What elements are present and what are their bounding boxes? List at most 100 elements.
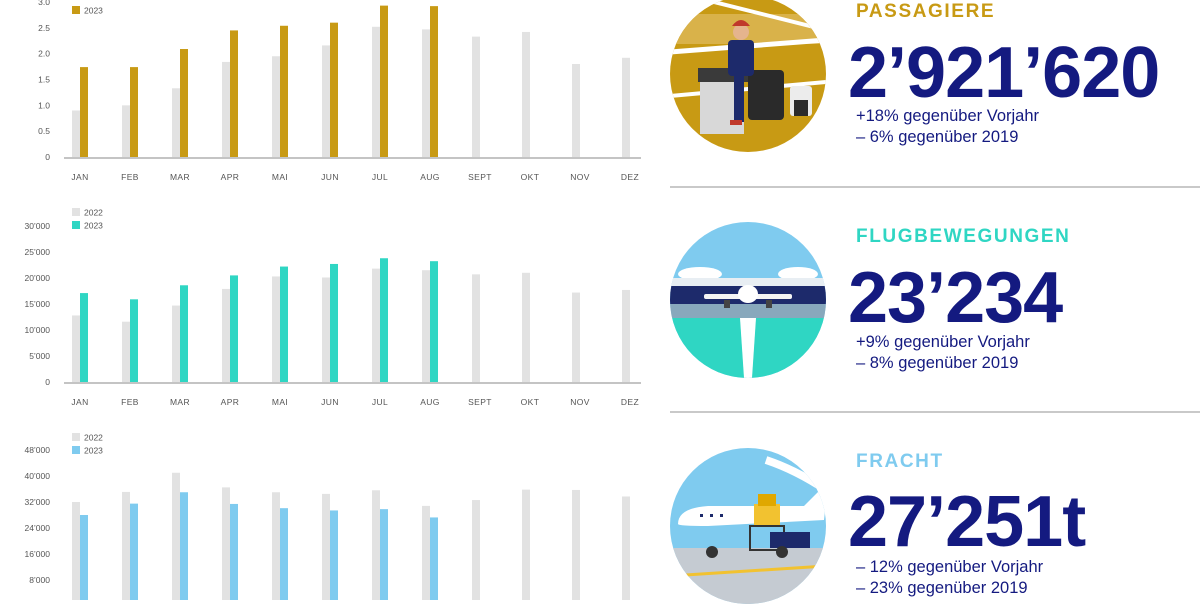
bar-2023-jan xyxy=(80,293,88,382)
bar-2023-jul xyxy=(380,258,388,382)
legend-label-2023: 2023 xyxy=(84,446,103,456)
bar-2022-aug xyxy=(422,270,430,382)
x-tick-label-mai: MAI xyxy=(272,172,288,182)
section-divider-1 xyxy=(670,186,1200,188)
bar-2023-feb xyxy=(130,503,138,600)
x-tick-label-jan: JAN xyxy=(71,172,88,182)
stat-change-prev-year-flugbewegungen: +9% gegenüber Vorjahr xyxy=(856,333,1030,351)
bar-2023-mai xyxy=(280,25,288,158)
bar-2023-jun xyxy=(330,22,338,157)
bar-2023-feb xyxy=(130,67,138,157)
bar-2022-okt xyxy=(522,31,530,157)
bar-2023-aug xyxy=(430,6,438,158)
chart-1: 0 0.5 1.0 1.5 2.0 2.5 3.0 JAN FEB MAR APR MAI JUN JUL… xyxy=(38,0,641,182)
y-tick-label: 30’000 xyxy=(24,221,50,231)
bar-2022-apr xyxy=(222,288,230,382)
x-tick-label-nov: NOV xyxy=(570,397,590,407)
y-tick-label: 16’000 xyxy=(24,549,50,559)
bar-2023-jan xyxy=(80,67,88,157)
section-divider-2 xyxy=(670,411,1200,413)
y-tick-label: 2.0 xyxy=(38,49,50,59)
x-tick-label-jun: JUN xyxy=(321,172,339,182)
stat-label-fracht: FRACHT xyxy=(856,451,944,472)
bar-2022-mai xyxy=(272,276,280,382)
x-tick-label-mar: MAR xyxy=(170,397,190,407)
bar-2022-aug xyxy=(422,505,430,600)
y-tick-label: 20’000 xyxy=(24,273,50,283)
x-tick-label-mar: MAR xyxy=(170,172,190,182)
y-tick-label: 10’000 xyxy=(24,325,50,335)
stat-change-2019-passagiere: – 6% gegenüber 2019 xyxy=(856,128,1019,146)
bar-2022-apr xyxy=(222,487,230,600)
x-tick-label-aug: AUG xyxy=(420,397,440,407)
x-tick-label-sept: SEPT xyxy=(468,397,492,407)
chart-3: 8’00016’00024’00032’00040’00048’000JANFE… xyxy=(24,433,630,600)
charts-area: 0 0.5 1.0 1.5 2.0 2.5 3.0 JAN FEB MAR APR MAI JUN JUL… xyxy=(24,0,641,600)
x-tick-label-sept: SEPT xyxy=(468,172,492,182)
y-tick-label: 48’000 xyxy=(24,445,50,455)
legend-swatch-2023 xyxy=(72,446,80,454)
y-tick-label: 1.5 xyxy=(38,75,50,85)
bar-2022-jul xyxy=(372,268,380,382)
x-tick-label-jul: JUL xyxy=(372,397,388,407)
bar-2022-feb xyxy=(122,105,130,157)
bar-2023-jun xyxy=(330,510,338,600)
bar-2022-nov xyxy=(572,64,580,157)
x-tick-label-okt: OKT xyxy=(521,397,540,407)
bar-2023-mai xyxy=(280,508,288,600)
y-tick-label: 0 xyxy=(45,152,50,162)
bar-2023-mar xyxy=(180,285,188,382)
stat-change-2019-fracht: – 23% gegenüber 2019 xyxy=(856,579,1028,597)
x-tick-label-okt: OKT xyxy=(521,172,540,182)
bar-2023-mar xyxy=(180,492,188,600)
bar-2023-jul xyxy=(380,509,388,600)
bar-2023-apr xyxy=(230,503,238,600)
bar-2022-okt xyxy=(522,272,530,382)
chart-2: 0 5’000 10’000 15’000 20’000 25’000 30’000 JAN F… xyxy=(24,208,641,407)
legend-swatch-2022 xyxy=(72,433,80,441)
bar-2022-jun xyxy=(322,277,330,382)
bar-2022-feb xyxy=(122,491,130,600)
bar-2022-dez xyxy=(622,57,630,157)
y-tick-label: 40’000 xyxy=(24,471,50,481)
stat-label-flugbewegungen: FLUGBEWEGUNGEN xyxy=(856,226,1071,247)
cargo-loading-illustration xyxy=(670,448,826,604)
bar-2023-jun xyxy=(330,263,338,382)
bar-2022-jul xyxy=(372,490,380,600)
bar-2023-mar xyxy=(180,49,188,158)
x-tick-label-aug: AUG xyxy=(420,172,440,182)
x-tick-label-jul: JUL xyxy=(372,172,388,182)
bar-2022-mar xyxy=(172,305,180,382)
bar-2022-sept xyxy=(472,36,480,157)
x-tick-label-feb: FEB xyxy=(121,172,139,182)
bar-2022-aug xyxy=(422,29,430,158)
x-tick-label-nov: NOV xyxy=(570,172,590,182)
bar-2022-dez xyxy=(622,289,630,382)
legend-swatch-2023 xyxy=(72,6,80,14)
bar-2022-jan xyxy=(72,110,80,157)
bar-2023-feb xyxy=(130,299,138,382)
stat-label-passagiere: PASSAGIERE xyxy=(856,1,996,22)
y-tick-label: 8’000 xyxy=(29,575,50,585)
legend-swatch-2023 xyxy=(72,221,80,229)
y-tick-label: 3.0 xyxy=(38,0,50,7)
legend-label-2022: 2022 xyxy=(84,433,103,443)
bar-2022-jun xyxy=(322,45,330,157)
airplane-runway-illustration xyxy=(670,222,826,378)
stat-change-prev-year-fracht: – 12% gegenüber Vorjahr xyxy=(856,558,1044,576)
bar-2022-jun xyxy=(322,493,330,600)
y-tick-label: 0 xyxy=(45,377,50,387)
passenger-lounge-illustration xyxy=(670,0,826,152)
bar-2022-sept xyxy=(472,274,480,382)
bar-2023-jan xyxy=(80,515,88,600)
bar-2022-nov xyxy=(572,292,580,382)
bar-2022-mar xyxy=(172,88,180,157)
bar-2023-apr xyxy=(230,275,238,382)
stat-change-prev-year-passagiere: +18% gegenüber Vorjahr xyxy=(856,107,1040,125)
bar-2023-apr xyxy=(230,30,238,158)
x-tick-label-dez: DEZ xyxy=(621,397,639,407)
bar-2022-okt xyxy=(522,489,530,600)
bar-2022-mai xyxy=(272,56,280,157)
y-tick-label: 25’000 xyxy=(24,247,50,257)
y-tick-label: 2.5 xyxy=(38,23,50,33)
